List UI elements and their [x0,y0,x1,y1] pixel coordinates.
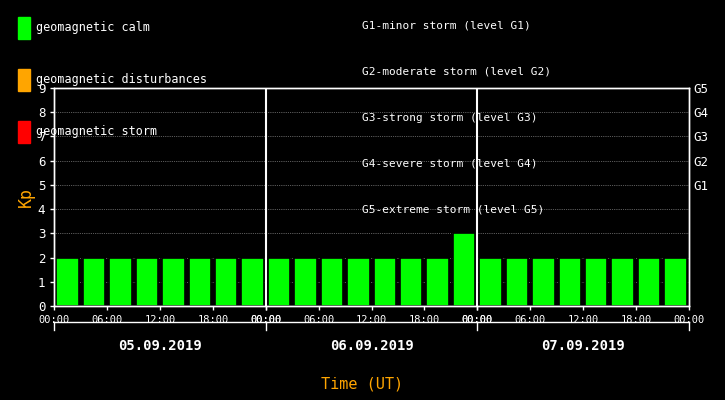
Text: geomagnetic storm: geomagnetic storm [36,126,157,138]
Bar [426,258,449,306]
Bar [611,258,634,306]
Text: G5-extreme storm (level G5): G5-extreme storm (level G5) [362,205,544,215]
Text: geomagnetic calm: geomagnetic calm [36,22,149,34]
Bar [162,258,185,306]
Y-axis label: Kp: Kp [17,187,35,207]
Bar [83,258,105,306]
Text: G3-strong storm (level G3): G3-strong storm (level G3) [362,113,538,123]
Bar [558,258,581,306]
Bar [585,258,608,306]
Bar [479,258,502,306]
Bar [506,258,529,306]
Bar [136,258,158,306]
Bar [373,258,396,306]
Bar [664,258,687,306]
Text: 07.09.2019: 07.09.2019 [541,339,625,353]
Bar [57,258,79,306]
Text: G1-minor storm (level G1): G1-minor storm (level G1) [362,21,531,31]
Bar [188,258,211,306]
Text: 05.09.2019: 05.09.2019 [118,339,202,353]
Bar [347,258,370,306]
Text: G2-moderate storm (level G2): G2-moderate storm (level G2) [362,67,552,77]
Bar [320,258,343,306]
Bar [532,258,555,306]
Text: 06.09.2019: 06.09.2019 [330,339,413,353]
Bar [215,258,237,306]
Bar [109,258,132,306]
Bar [294,258,317,306]
Bar [400,258,423,306]
Bar [241,258,264,306]
Text: geomagnetic disturbances: geomagnetic disturbances [36,74,207,86]
Bar [638,258,660,306]
Bar [453,233,476,306]
Text: G4-severe storm (level G4): G4-severe storm (level G4) [362,159,538,169]
Text: Time (UT): Time (UT) [321,376,404,392]
Bar [268,258,290,306]
